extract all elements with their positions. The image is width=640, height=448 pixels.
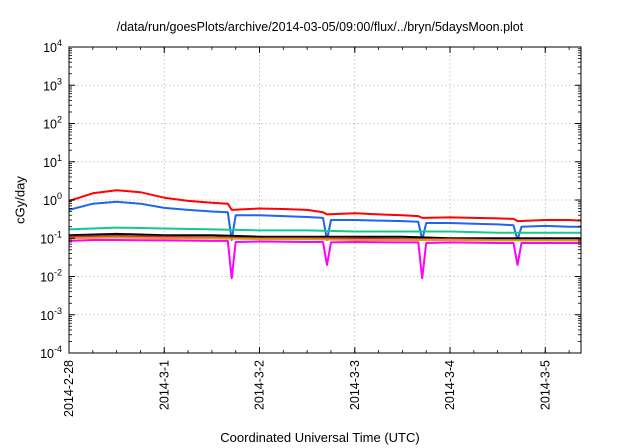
- series-line-4: [68, 232, 581, 240]
- x-tick-label: 2014-3-4: [443, 360, 457, 410]
- series-line-3: [68, 226, 581, 234]
- series-line-7: [68, 239, 581, 280]
- series-line-2: [68, 200, 581, 241]
- x-tick-label: 2014-3-3: [348, 360, 362, 410]
- x-tick-label: 2014-2-28: [62, 360, 76, 417]
- y-tick-label: 103: [43, 76, 62, 93]
- series-line-6: [68, 236, 581, 242]
- series-line-1: [68, 189, 582, 223]
- y-tick-label: 10-3: [40, 306, 62, 323]
- plot-frame: [68, 46, 582, 354]
- y-tick-label: 100: [43, 191, 62, 208]
- chart-title: /data/run/goesPlots/archive/2014-03-05/0…: [116, 20, 524, 34]
- x-tick-label: 2014-3-1: [157, 360, 171, 410]
- y-tick-label: 10-1: [40, 229, 62, 246]
- y-tick-label: 10-4: [40, 344, 62, 361]
- y-tick-label: 10-2: [40, 268, 62, 285]
- x-tick-label: 2014-3-2: [253, 360, 267, 410]
- x-axis-label: Coordinated Universal Time (UTC): [220, 430, 420, 445]
- y-tick-label: 104: [43, 38, 62, 55]
- y-tick-label: 101: [43, 153, 62, 170]
- x-tick-label: 2014-3-5: [538, 360, 552, 410]
- y-tick-label: 102: [43, 115, 62, 132]
